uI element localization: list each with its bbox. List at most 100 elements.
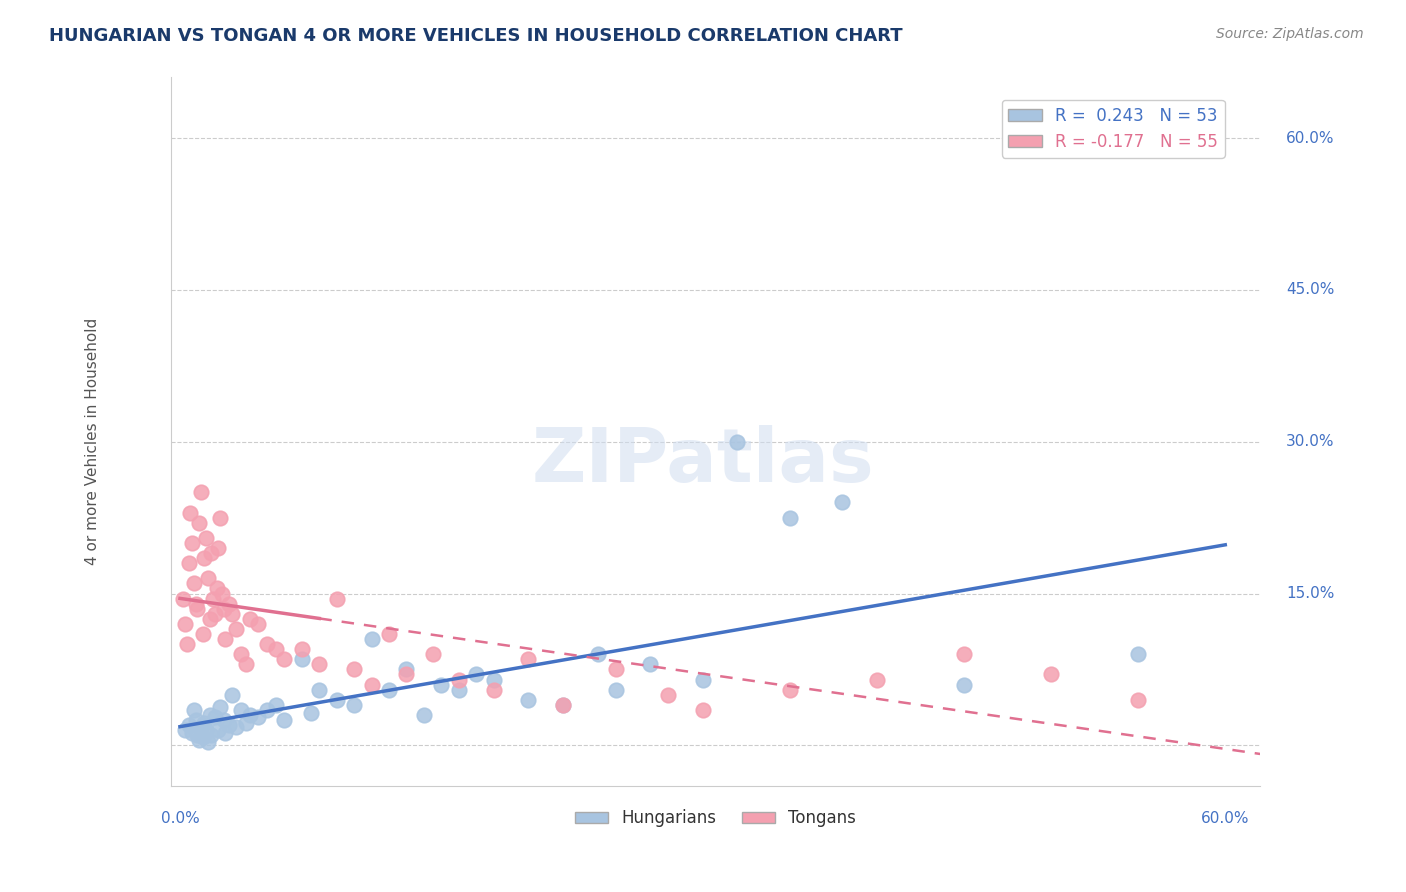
Point [214, 726, 236, 740]
Point [605, 662, 627, 676]
Point [183, 703, 205, 717]
Text: ZIPatlas: ZIPatlas [531, 425, 875, 499]
Point [181, 726, 204, 740]
Point [174, 616, 197, 631]
Point [657, 688, 679, 702]
Point [183, 576, 205, 591]
Point [553, 698, 575, 712]
Point [214, 632, 236, 646]
Point [378, 627, 401, 641]
Point [195, 531, 218, 545]
Point [229, 703, 252, 717]
Point [447, 682, 470, 697]
Point [273, 652, 295, 666]
Point [395, 662, 418, 676]
Point [1040, 667, 1063, 681]
Point [866, 673, 889, 687]
Point [186, 601, 208, 615]
Point [179, 506, 201, 520]
Point [193, 551, 215, 566]
Point [188, 516, 211, 530]
Text: 45.0%: 45.0% [1286, 283, 1334, 297]
Point [256, 703, 278, 717]
Point [172, 591, 194, 606]
Point [308, 657, 330, 672]
Point [953, 677, 976, 691]
Point [692, 703, 714, 717]
Point [190, 485, 212, 500]
Point [692, 673, 714, 687]
Text: 60.0%: 60.0% [1286, 130, 1334, 145]
Point [176, 637, 198, 651]
Point [422, 647, 444, 661]
Point [465, 667, 488, 681]
Point [212, 601, 235, 615]
Legend: Hungarians, Tongans: Hungarians, Tongans [568, 803, 863, 834]
Point [412, 708, 434, 723]
Point [207, 723, 229, 738]
Point [308, 682, 330, 697]
Point [200, 728, 222, 742]
Point [326, 692, 349, 706]
Point [218, 597, 240, 611]
Point [191, 730, 214, 744]
Point [208, 510, 231, 524]
Point [235, 657, 257, 672]
Point [225, 720, 247, 734]
Point [239, 612, 262, 626]
Point [291, 652, 314, 666]
Point [343, 698, 366, 712]
Text: 30.0%: 30.0% [1286, 434, 1334, 450]
Point [360, 677, 382, 691]
Point [291, 642, 314, 657]
Point [218, 718, 240, 732]
Point [640, 657, 662, 672]
Point [235, 716, 257, 731]
Point [195, 723, 218, 738]
Point [953, 647, 976, 661]
Point [221, 607, 243, 621]
Point [198, 708, 221, 723]
Point [204, 607, 226, 621]
Point [299, 706, 322, 720]
Point [727, 434, 749, 449]
Point [447, 673, 470, 687]
Point [188, 733, 211, 747]
Point [1126, 692, 1149, 706]
Text: 0.0%: 0.0% [160, 811, 200, 826]
Point [273, 713, 295, 727]
Point [205, 582, 228, 596]
Point [326, 591, 349, 606]
Text: 60.0%: 60.0% [1201, 811, 1250, 826]
Text: Source: ZipAtlas.com: Source: ZipAtlas.com [1216, 27, 1364, 41]
Point [779, 510, 801, 524]
Point [197, 735, 219, 749]
Point [239, 708, 262, 723]
Point [200, 546, 222, 560]
Point [247, 710, 270, 724]
Point [517, 692, 540, 706]
Point [605, 682, 627, 697]
Point [208, 699, 231, 714]
Point [184, 597, 207, 611]
Point [517, 652, 540, 666]
Point [207, 541, 229, 555]
Point [553, 698, 575, 712]
Text: 15.0%: 15.0% [1286, 586, 1334, 601]
Point [586, 647, 609, 661]
Point [221, 688, 243, 702]
Point [177, 556, 200, 570]
Text: 4 or more Vehicles in Household: 4 or more Vehicles in Household [86, 318, 100, 566]
Point [1126, 647, 1149, 661]
Point [482, 673, 505, 687]
Point [831, 495, 853, 509]
Point [360, 632, 382, 646]
Point [264, 698, 287, 712]
Point [256, 637, 278, 651]
Point [181, 536, 204, 550]
Point [211, 586, 233, 600]
Point [202, 591, 225, 606]
Point [212, 713, 235, 727]
Point [482, 682, 505, 697]
Point [193, 716, 215, 731]
